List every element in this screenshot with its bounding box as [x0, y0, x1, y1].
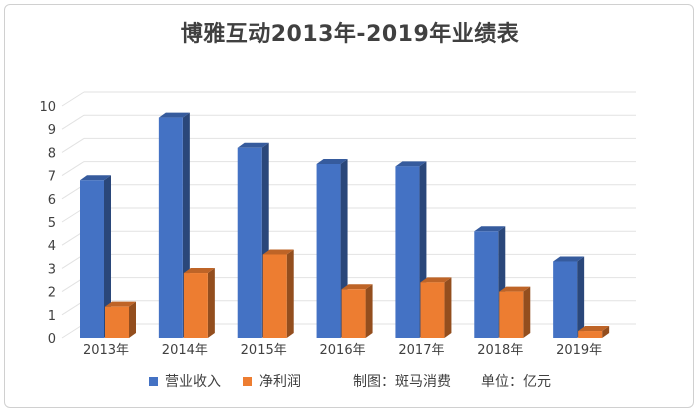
bar-top: [395, 161, 427, 167]
bar-top: [158, 112, 190, 118]
bar-top: [80, 175, 111, 181]
y-axis-ticks: 0 1 2 3 4 5 6 7 8 9 10: [39, 100, 56, 347]
legend-swatch-revenue: [149, 376, 158, 386]
y-tick-label: 0: [48, 332, 56, 347]
bar: [553, 261, 578, 338]
bar: [578, 331, 603, 338]
bar: [395, 166, 420, 338]
x-tick-label: 2019年: [556, 343, 602, 358]
bar: [474, 231, 499, 338]
y-tick-label: 9: [48, 123, 56, 138]
legend-label-revenue: 营业收入: [165, 374, 221, 390]
bar-top: [183, 268, 215, 274]
bar-side: [577, 256, 585, 338]
x-axis-ticks: 2013年 2014年 2015年 2016年 2017年 2018年 2019年: [83, 343, 602, 358]
y-tick-label: 2: [48, 286, 56, 301]
x-tick-label: 2017年: [398, 343, 444, 358]
unit-note: 单位：亿元: [481, 374, 551, 390]
x-tick-label: 2014年: [162, 343, 208, 358]
bar: [499, 291, 524, 338]
chart-title: 博雅互动2013年-2019年业绩表: [180, 22, 520, 47]
bar-top: [341, 284, 373, 290]
grid-line-side: [61, 91, 85, 107]
bar: [183, 273, 208, 338]
grid-line-side: [61, 137, 85, 153]
x-tick-label: 2018年: [477, 343, 523, 358]
bar: [237, 147, 262, 338]
bar-side: [286, 249, 294, 338]
bar-top: [420, 277, 452, 283]
bar: [262, 254, 287, 338]
grid-line-side: [61, 114, 85, 130]
bar: [80, 180, 104, 338]
bars: [80, 112, 610, 338]
chart-frame: [4, 4, 694, 408]
bar-top: [578, 326, 610, 332]
legend-item-revenue: 营业收入: [149, 371, 221, 391]
y-tick-label: 6: [48, 193, 56, 208]
bar: [316, 164, 341, 338]
x-tick-label: 2013年: [83, 343, 129, 358]
bar-top: [474, 226, 506, 232]
bar-top: [316, 159, 348, 164]
x-tick-label: 2016年: [320, 343, 366, 358]
legend: 营业收入 净利润 制图：斑马消费 单位：亿元: [0, 371, 700, 391]
bar: [158, 117, 183, 338]
bar-top: [553, 256, 585, 262]
bar-side: [129, 301, 136, 338]
bar-top: [262, 249, 294, 255]
source-note: 制图：斑马消费: [353, 374, 451, 390]
bar-side: [104, 175, 111, 338]
bar-top: [499, 286, 531, 292]
y-tick-label: 7: [48, 170, 56, 185]
y-tick-label: 8: [48, 146, 56, 161]
bar-side: [365, 284, 373, 338]
bar: [341, 289, 366, 338]
x-tick-label: 2015年: [241, 343, 287, 358]
bar-top: [237, 142, 269, 148]
bar: [105, 306, 129, 338]
legend-label-net-profit: 净利润: [259, 374, 301, 390]
y-tick-label: 10: [39, 100, 56, 115]
bar-side: [444, 277, 452, 338]
bar-side: [523, 286, 531, 338]
bar-side: [207, 268, 215, 338]
legend-item-net-profit: 净利润: [243, 371, 301, 391]
legend-swatch-net-profit: [243, 376, 252, 386]
y-tick-label: 4: [48, 239, 56, 254]
bar-side: [602, 326, 610, 338]
grid-line-side: [61, 161, 85, 177]
y-tick-label: 3: [48, 262, 56, 277]
y-tick-label: 1: [48, 309, 56, 324]
bar-top: [105, 301, 136, 307]
y-tick-label: 5: [48, 216, 56, 231]
bar: [420, 282, 445, 338]
